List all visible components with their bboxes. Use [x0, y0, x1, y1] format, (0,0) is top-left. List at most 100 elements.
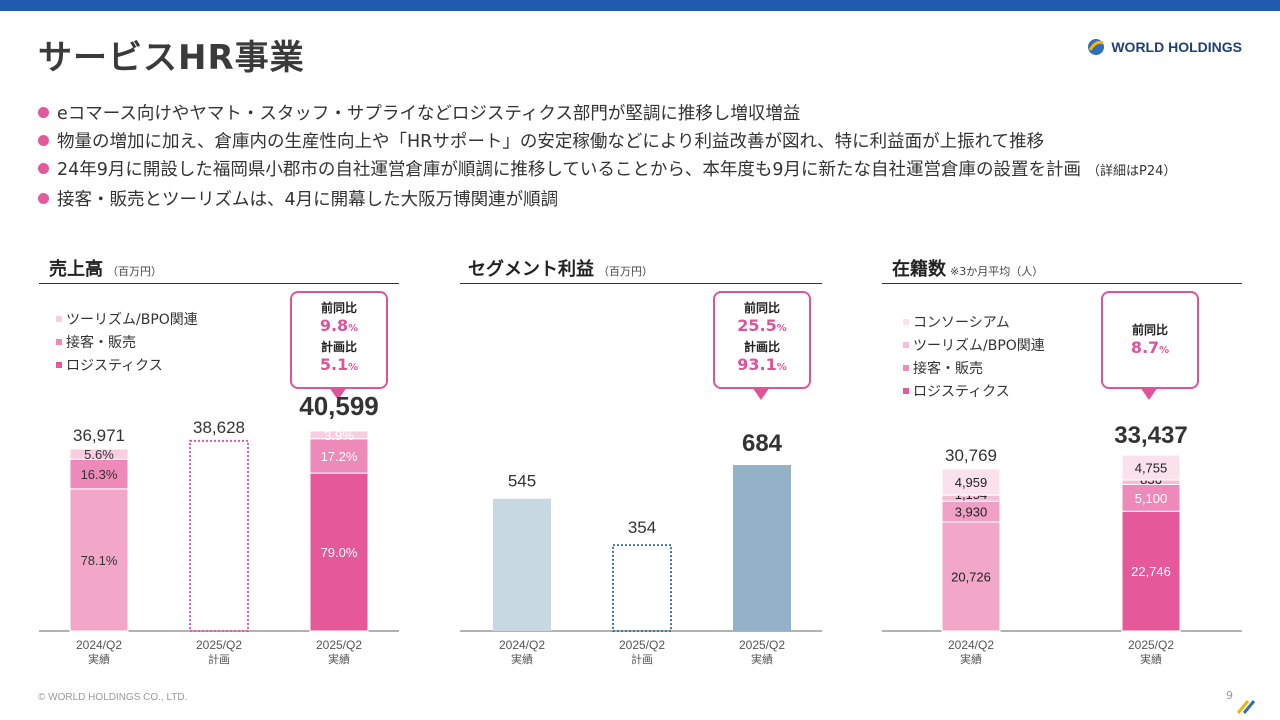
bullet-text: 24年9月に開設した福岡県小郡市の自社運営倉庫が順調に推移していることから、本年…: [57, 160, 1082, 180]
segment-value-label: 3,930: [955, 505, 988, 520]
bullet-dot-icon: [38, 193, 49, 204]
legend-label: ロジスティクス: [913, 383, 1010, 400]
sales-legend: ツーリズム/BPO関連 接客・販売 ロジスティクス: [56, 307, 198, 376]
x-tick-label: 2024/Q2: [948, 638, 994, 652]
callout-value: 8.7%: [1103, 338, 1197, 357]
bullet-item: eコマース向けやヤマト・スタッフ・サプライなどロジスティクス部門が堅調に推移し増…: [38, 100, 1248, 128]
legend-swatch: [903, 364, 909, 371]
staff-title-rule: [882, 283, 1242, 284]
segment-value-label: 22,746: [1131, 564, 1171, 579]
staff-panel-title: 在籍数 ※3か月平均（人）: [892, 255, 1043, 281]
staff-bar-segment: [1121, 454, 1181, 481]
staff-legend: コンソーシアム ツーリズム/BPO関連 接客・販売 ロジスティクス: [903, 310, 1045, 402]
profit-growth-callout: 前同比 25.5% 計画比 93.1%: [713, 291, 811, 389]
x-tick-label: 2025/Q2: [196, 638, 242, 652]
corner-stripes-icon: [1236, 700, 1256, 714]
bar-total-label: 354: [628, 518, 656, 537]
legend-swatch: [56, 361, 62, 368]
segment-share-label: 5.6%: [84, 447, 114, 462]
bullet-item: 接客・販売とツーリズムは、4月に開幕した大阪万博関連が順調: [38, 186, 1248, 214]
bullet-item: 24年9月に開設した福岡県小郡市の自社運営倉庫が順調に推移していることから、本年…: [38, 156, 1248, 186]
x-tick-sublabel: 実績: [88, 652, 110, 666]
segment-value-label: 4,755: [1135, 461, 1168, 476]
profit-bar: [733, 465, 791, 631]
legend-item-hospitality: 接客・販売: [903, 356, 1045, 379]
sales-unit: （百万円）: [107, 265, 162, 278]
bar-total-label: 38,628: [193, 418, 245, 437]
segment-share-label: 17.2%: [321, 449, 358, 464]
callout-label: 前同比: [320, 301, 357, 315]
bullet-item: 物量の増加に加え、倉庫内の生産性向上や「HRサポート」の安定稼働などにより利益改…: [38, 128, 1248, 156]
legend-item-logistics: ロジスティクス: [56, 353, 198, 376]
segment-value-label: 20,726: [951, 569, 991, 584]
legend-swatch: [903, 387, 909, 394]
logo-text: WORLD HOLDINGS: [1111, 39, 1242, 55]
staff-bar-segment: [1121, 510, 1181, 632]
staff-bar-segment: [941, 468, 1001, 496]
pct-sign: %: [776, 362, 787, 373]
x-tick-sublabel: 計画: [631, 652, 653, 666]
profit-title-rule: [460, 283, 822, 284]
summary-bullets: eコマース向けやヤマト・スタッフ・サプライなどロジスティクス部門が堅調に推移し増…: [38, 100, 1248, 214]
bar-total-label: 33,437: [1114, 422, 1187, 449]
plan-bar-outline: [189, 439, 249, 632]
callout-label: 計画比: [743, 340, 780, 354]
callout-label: 前同比: [1131, 323, 1168, 337]
bar-total-label: 30,769: [945, 446, 997, 465]
segment-value-label: 4,959: [955, 475, 988, 490]
bullet-text: 接客・販売とツーリズムは、4月に開幕した大阪万博関連が順調: [57, 190, 559, 210]
plan-bar-outline: [612, 544, 672, 632]
plan-ratio-value: 93.1: [737, 355, 777, 374]
pct-sign: %: [348, 323, 359, 334]
logo-mark-icon: [1088, 39, 1105, 55]
bullet-note: （詳細はP24）: [1087, 164, 1177, 179]
bullet-text: 物量の増加に加え、倉庫内の生産性向上や「HRサポート」の安定稼働などにより利益改…: [57, 132, 1045, 152]
yoy-value: 9.8: [319, 316, 349, 335]
segment-share-label: 16.3%: [81, 467, 118, 482]
callout-pointer-icon: [329, 387, 347, 400]
segment-share-label: 78.1%: [81, 553, 118, 568]
legend-label: 接客・販売: [913, 360, 983, 377]
plan-ratio-value: 5.1: [319, 355, 349, 374]
bullet-dot-icon: [38, 135, 49, 146]
legend-label: コンソーシアム: [913, 314, 1010, 331]
bar-total-label: 36,971: [73, 426, 125, 445]
profit-unit: （百万円）: [598, 265, 653, 278]
profit-bar: [493, 498, 551, 631]
callout-value: 5.1%: [292, 355, 386, 374]
bar-total-label: 40,599: [299, 391, 379, 421]
legend-item-logistics: ロジスティクス: [903, 379, 1045, 402]
bullet-dot-icon: [38, 107, 49, 118]
legend-item-tourism: ツーリズム/BPO関連: [903, 333, 1045, 356]
staff-bar-segment: [941, 521, 1001, 632]
pct-sign: %: [1159, 345, 1170, 356]
x-tick-label: 2025/Q2: [619, 638, 665, 652]
staff-title: 在籍数: [892, 259, 946, 280]
top-accent-bar: [0, 0, 1280, 11]
legend-swatch: [903, 318, 909, 325]
yoy-value: 25.5: [737, 316, 777, 335]
x-tick-label: 2025/Q2: [316, 638, 362, 652]
sales-panel-title: 売上高 （百万円）: [49, 255, 162, 281]
pct-sign: %: [776, 323, 787, 334]
sales-title: 売上高: [49, 259, 103, 280]
legend-swatch: [56, 315, 62, 322]
callout-value: 25.5%: [715, 316, 809, 335]
bar-total-label: 545: [508, 472, 536, 491]
callout-pointer-icon: [1140, 387, 1158, 400]
legend-label: ツーリズム/BPO関連: [913, 337, 1045, 354]
sales-growth-callout: 前同比 9.8% 計画比 5.1%: [290, 291, 388, 389]
profit-title: セグメント利益: [468, 259, 594, 280]
x-tick-sublabel: 実績: [511, 652, 533, 666]
page-number: 9: [1226, 689, 1233, 702]
callout-pointer-icon: [752, 387, 770, 400]
x-tick-sublabel: 実績: [1140, 652, 1162, 666]
bullet-text: eコマース向けやヤマト・スタッフ・サプライなどロジスティクス部門が堅調に推移し増…: [57, 104, 801, 124]
bullet-dot-icon: [38, 163, 49, 174]
callout-label: 計画比: [320, 340, 357, 354]
x-tick-label: 2025/Q2: [1128, 638, 1174, 652]
legend-swatch: [56, 338, 62, 345]
callout-value: 9.8%: [292, 316, 386, 335]
segment-share-label: 79.0%: [321, 545, 358, 560]
legend-label: 接客・販売: [66, 334, 136, 351]
